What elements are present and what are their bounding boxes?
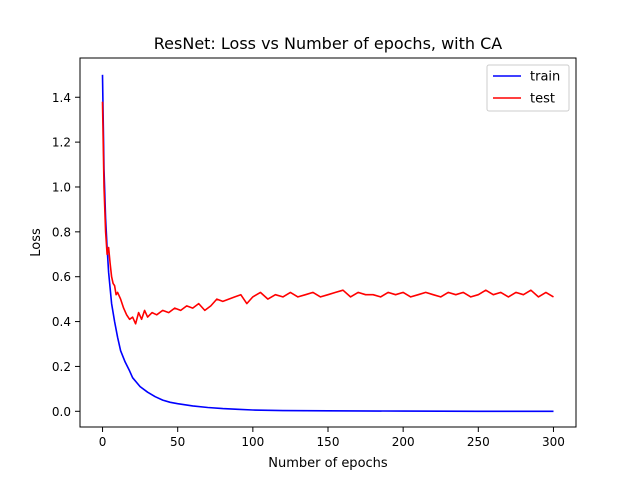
x-tick-label: 0 — [99, 435, 107, 449]
x-tick-label: 100 — [241, 435, 264, 449]
y-tick-label: 1.0 — [52, 180, 71, 194]
x-axis-title: Number of epochs — [268, 456, 388, 471]
y-tick-label: 0.4 — [52, 315, 71, 329]
y-axis-ticks: 0.0 0.2 0.4 0.6 0.8 1.0 1.2 1.4 — [52, 91, 80, 419]
x-axis-ticks: 0 50 100 150 200 250 300 — [99, 427, 565, 449]
legend: train test — [486, 64, 570, 112]
legend-label-test: test — [530, 92, 555, 107]
y-tick-label: 1.4 — [52, 91, 71, 105]
y-tick-label: 0.0 — [52, 405, 71, 419]
x-tick-label: 150 — [317, 435, 340, 449]
x-tick-label: 200 — [392, 435, 415, 449]
series-lines — [101, 74, 554, 413]
series-line-train — [101, 74, 554, 413]
x-tick-label: 300 — [542, 435, 565, 449]
x-tick-label: 50 — [170, 435, 185, 449]
y-tick-label: 0.8 — [52, 225, 71, 239]
x-tick-label: 250 — [467, 435, 490, 449]
y-axis-title: Loss — [29, 228, 44, 257]
y-tick-label: 0.6 — [52, 270, 71, 284]
chart-title: ResNet: Loss vs Number of epochs, with C… — [154, 34, 503, 53]
y-tick-label: 0.2 — [52, 360, 71, 374]
series-line-test — [101, 101, 554, 325]
plot-frame — [79, 57, 577, 428]
y-tick-label: 1.2 — [52, 136, 71, 150]
legend-label-train: train — [530, 70, 560, 85]
